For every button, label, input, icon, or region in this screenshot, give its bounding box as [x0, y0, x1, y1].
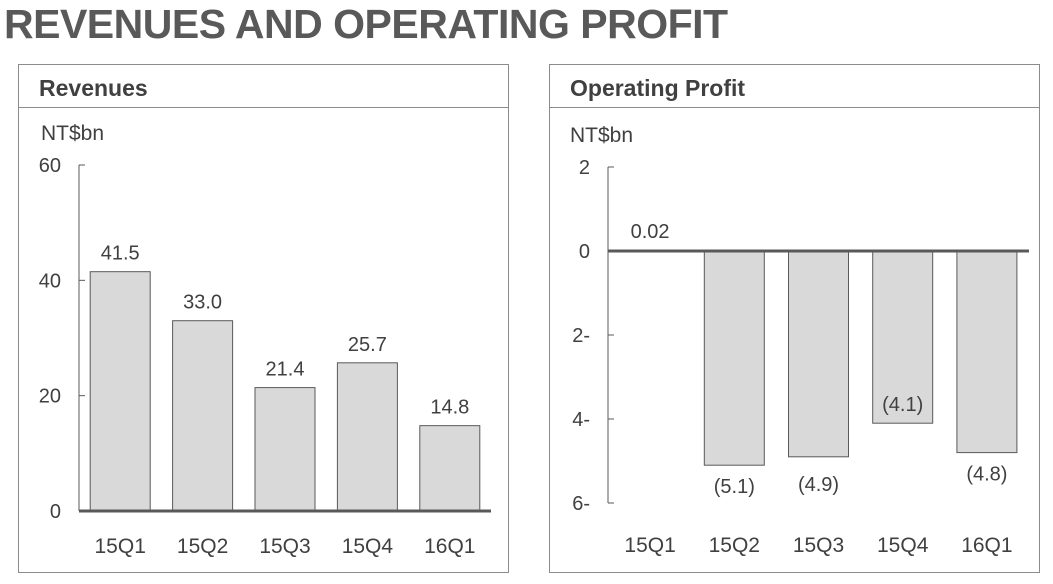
revenues-bar: [89, 271, 151, 512]
operating-profit-y-tick-label: 0: [579, 241, 590, 263]
operating-profit-category-label: 16Q1: [961, 534, 1012, 557]
revenues-category-label: 15Q1: [95, 535, 146, 558]
operating-profit-bar: [872, 250, 934, 424]
revenues-category-label: 15Q3: [259, 535, 310, 558]
revenues-chart: NT$bn 0 20 40 60 41.5 15Q1 33.0 15Q2 21.4 15Q3 25.7…: [39, 122, 491, 558]
page-title: REVENUES AND OPERATING PROFIT: [4, 1, 728, 47]
operating-profit-category-label: 15Q3: [793, 534, 844, 557]
operating-profit-data-label: 0.02: [631, 221, 670, 243]
operating-profit-y-tick-label: 6-: [572, 493, 590, 515]
revenues-unit-label: NT$bn: [41, 122, 104, 145]
revenues-bar: [336, 362, 398, 512]
operating-profit-category-label: 15Q1: [624, 534, 675, 557]
revenues-y-tick-label: 60: [39, 155, 61, 177]
revenues-category-label: 15Q2: [177, 535, 228, 558]
revenues-chart-title: Revenues: [39, 75, 148, 101]
revenues-bar: [419, 425, 481, 512]
revenues-panel-header: Revenues: [19, 65, 508, 108]
revenues-bar: [172, 320, 234, 512]
revenues-bar: [254, 387, 316, 512]
revenues-y-tick-label: 40: [39, 270, 61, 292]
operating-profit-category-label: 15Q2: [709, 534, 760, 557]
operating-profit-unit-label: NT$bn: [570, 124, 633, 147]
operating-profit-chart: NT$bn 6- 4- 2- 0 2 0.02 15Q1 (5.1) 15Q2 (4.9) 15Q3 (…: [570, 124, 1029, 557]
revenues-data-label: 21.4: [266, 359, 305, 381]
revenues-y-tick-label: 20: [39, 386, 61, 408]
operating-profit-y-tick-label: 4-: [572, 409, 590, 431]
operating-profit-bar: [956, 250, 1018, 454]
revenues-category-label: 16Q1: [424, 535, 475, 558]
operating-profit-data-label: (4.9): [798, 474, 839, 496]
operating-profit-chart-panel: Operating Profit NT$bn 6- 4- 2- 0 2 0.02 15Q1 (5…: [549, 64, 1040, 573]
operating-profit-data-label: (5.1): [714, 476, 755, 498]
operating-profit-y-tick-label: 2: [579, 157, 590, 179]
operating-profit-chart-title: Operating Profit: [570, 75, 746, 101]
revenues-data-label: 25.7: [348, 334, 387, 356]
revenues-data-label: 33.0: [183, 292, 222, 314]
operating-profit-panel-header: Operating Profit: [550, 65, 1039, 108]
operating-profit-data-label: (4.8): [966, 464, 1007, 486]
revenues-data-label: 14.8: [430, 397, 469, 419]
revenues-chart-panel: Revenues NT$bn 0 20 40 60 41.5 15Q1 33.0 15Q2 21.…: [18, 64, 509, 573]
operating-profit-bar: [788, 250, 849, 458]
operating-profit-data-label: (4.1): [882, 394, 923, 416]
revenues-category-label: 15Q4: [342, 535, 394, 558]
operating-profit-category-label: 15Q4: [877, 534, 929, 557]
revenues-data-label: 41.5: [101, 243, 140, 265]
operating-profit-y-tick-label: 2-: [572, 325, 590, 347]
revenues-y-tick-label: 0: [50, 501, 61, 523]
operating-profit-bar: [703, 250, 765, 466]
